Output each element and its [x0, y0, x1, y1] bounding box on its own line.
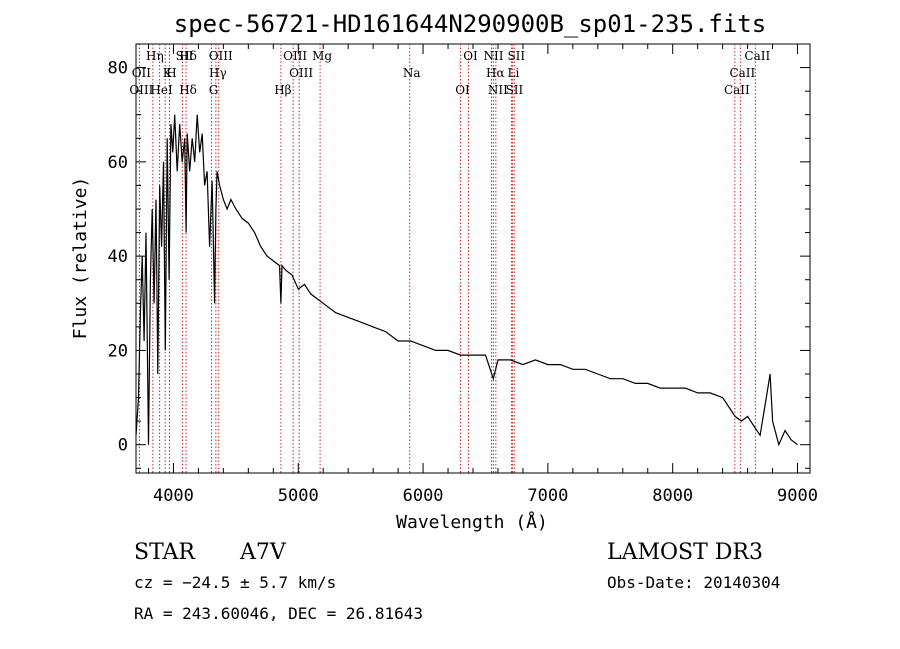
- emission-line-label: Hδ: [179, 83, 197, 97]
- coordinates: RA = 243.60046, DEC = 26.81643: [134, 604, 423, 623]
- emission-line-label: CaII: [729, 66, 755, 80]
- emission-line-label: OIII: [129, 83, 153, 97]
- spectral-type: A7V: [239, 540, 287, 565]
- y-axis-label: Flux (relative): [70, 177, 91, 340]
- object-class: STAR: [134, 540, 196, 565]
- emission-line-label: OI: [455, 83, 470, 97]
- y-tick-label: 60: [108, 153, 128, 173]
- emission-line-label: K: [163, 66, 173, 80]
- emission-line-label: G: [209, 83, 219, 97]
- x-tick-label: 7000: [527, 486, 568, 506]
- emission-line-label: OIII: [209, 49, 233, 63]
- y-tick-label: 20: [108, 341, 128, 361]
- y-axis-ticks: 0 20 40 60 80: [108, 43, 810, 469]
- emission-line-label: Hδ: [179, 49, 197, 63]
- emission-line-label: Hγ: [209, 66, 227, 80]
- emission-line-label: Mg: [312, 49, 332, 63]
- x-tick-label: 8000: [652, 486, 693, 506]
- x-tick-label: 5000: [278, 486, 319, 506]
- emission-line-label: Li: [508, 66, 520, 80]
- emission-line-label: Na: [403, 66, 421, 80]
- x-tick-label: 6000: [403, 486, 444, 506]
- emission-line-label: CaII: [744, 49, 770, 63]
- y-tick-label: 0: [118, 436, 128, 456]
- y-tick-label: 80: [108, 59, 128, 79]
- y-tick-label: 40: [108, 247, 128, 267]
- emission-line-label: OI: [463, 49, 478, 63]
- plot-frame: [135, 43, 811, 474]
- emission-line-label: NII: [483, 49, 503, 63]
- annotation-labels: Hδ K Hδ OIII OII HeI SII Hγ OIII HηH G OIII OIII Hβ Mg…: [129, 49, 770, 97]
- x-tick-label: 9000: [777, 486, 818, 506]
- emission-line-label: SII: [176, 49, 194, 63]
- emission-line-label: Hβ: [274, 83, 291, 97]
- redshift-info: cz = −24.5 ± 5.7 km/s: [134, 573, 336, 592]
- survey-name: LAMOST DR3: [607, 540, 763, 565]
- observation-date: Obs-Date: 20140304: [607, 573, 780, 592]
- chart-title: spec-56721-HD161644N290900B_sp01-235.fit…: [174, 10, 766, 38]
- emission-line-label: HeI: [150, 83, 173, 97]
- emission-line-label: Hα: [486, 66, 505, 80]
- emission-line-label: OIII: [289, 66, 313, 80]
- emission-line-label: H: [166, 66, 176, 80]
- x-tick-label: 4000: [153, 486, 194, 506]
- x-axis-ticks: 4000 5000 6000 7000 8000 9000: [147, 44, 818, 506]
- emission-line-label: SII: [506, 83, 524, 97]
- emission-line-label: NII: [488, 83, 508, 97]
- x-axis-label: Wavelength (Å): [396, 511, 548, 533]
- emission-line-label: SII: [507, 49, 525, 63]
- emission-line-label: CaII: [724, 83, 750, 97]
- emission-line-label: Hη: [146, 49, 164, 63]
- spectrum-line: [135, 114, 798, 447]
- annotation-lines: [138, 44, 756, 473]
- emission-line-label: OIII: [283, 49, 307, 63]
- emission-line-label: OII: [132, 66, 152, 80]
